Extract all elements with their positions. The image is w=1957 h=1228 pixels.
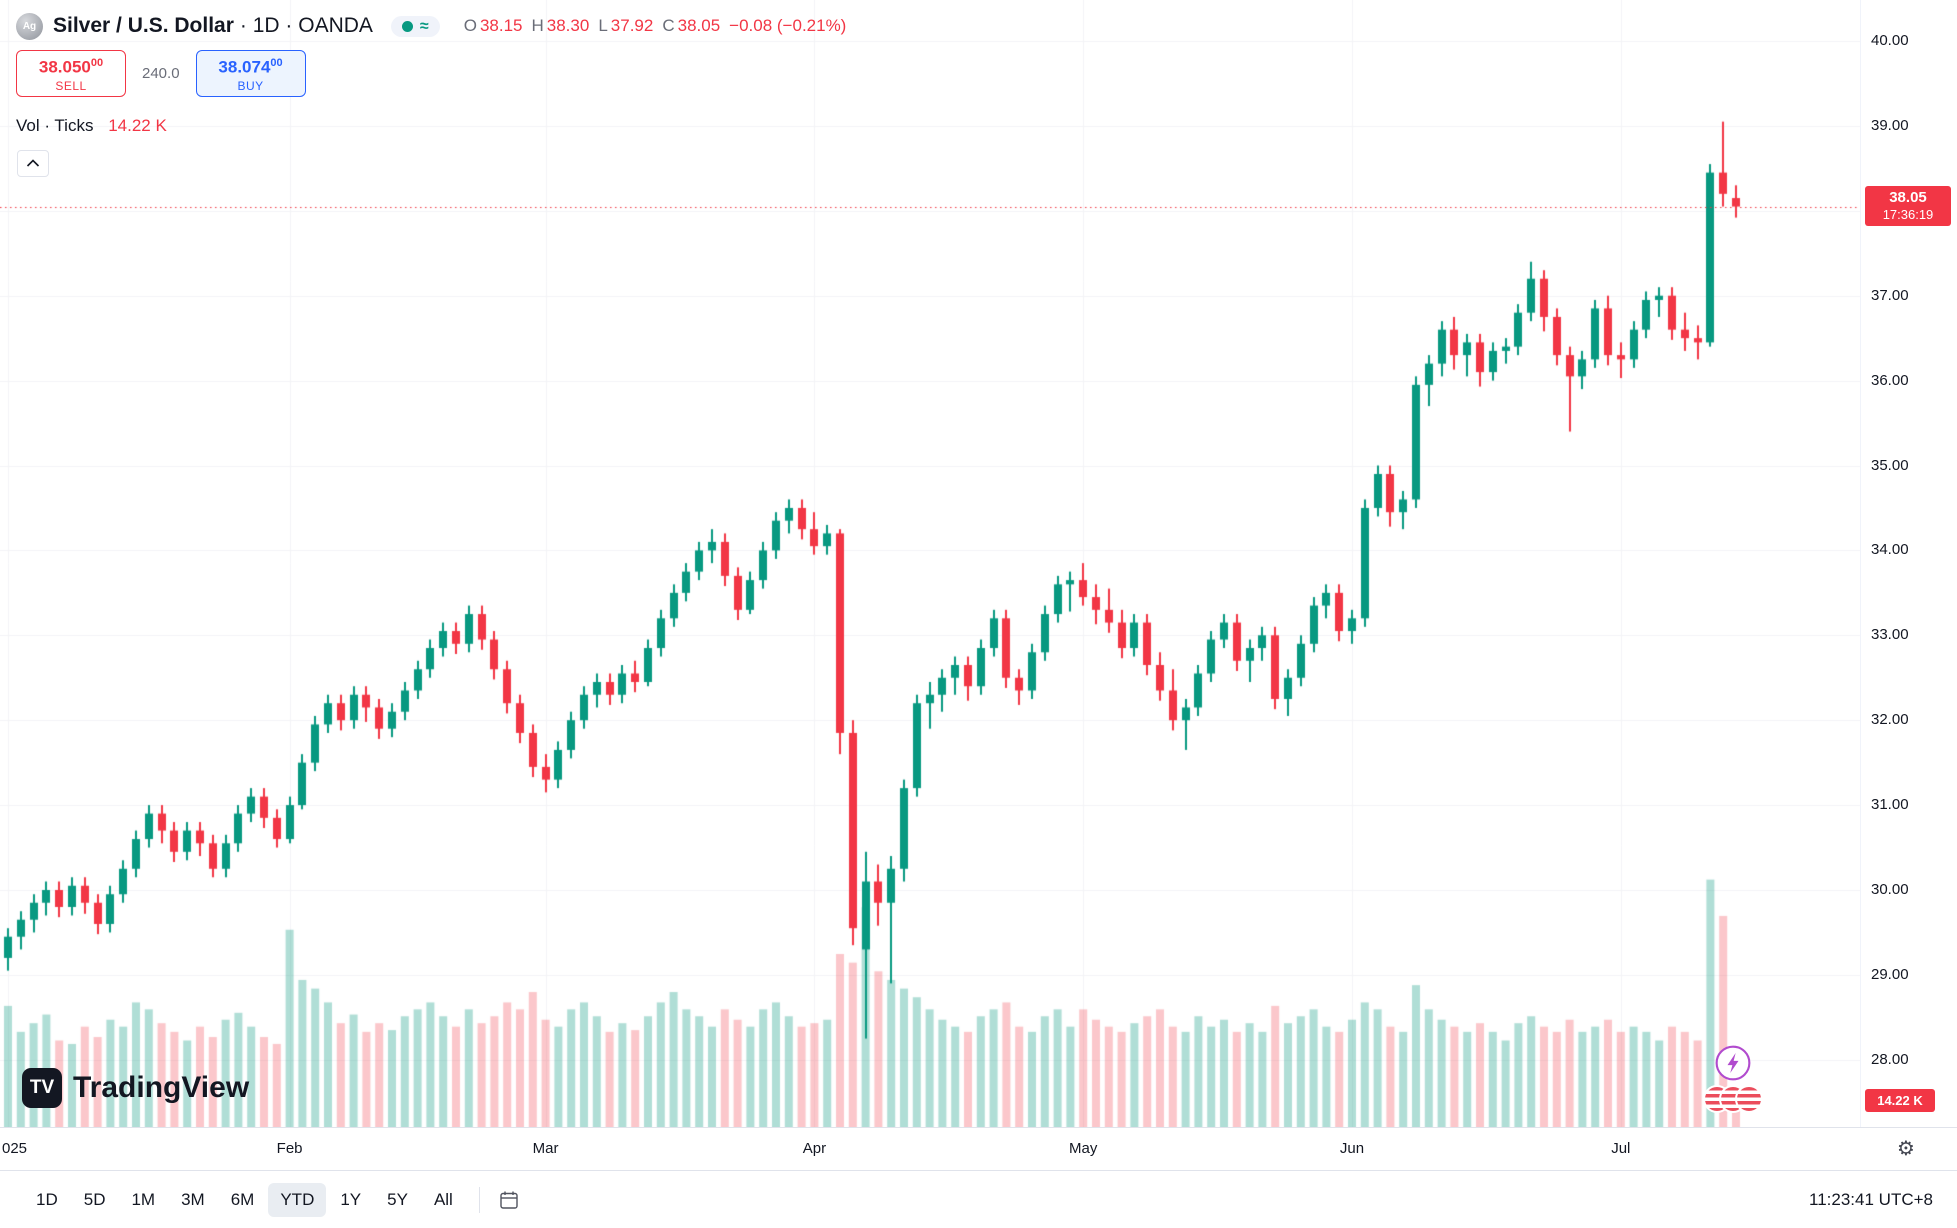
time-axis-label: May <box>1069 1140 1098 1157</box>
symbol-meta: · 1D · OANDA <box>239 14 373 37</box>
price-axis[interactable]: 38.05 17:36:19 14.22 K 40.00 39.00 37.00 36… <box>1860 0 1957 1127</box>
price-axis-label: 40.00 <box>1871 32 1909 49</box>
session-clock[interactable]: 11:23:41 UTC+8 <box>1809 1189 1933 1209</box>
time-axis-label: Jun <box>1339 1140 1365 1157</box>
tradingview-logo-text: TradingView <box>73 1071 250 1104</box>
tradingview-watermark: TV TradingView <box>22 1068 249 1108</box>
price-axis-label: 37.00 <box>1871 286 1909 304</box>
range-button-ytd[interactable]: YTD <box>268 1182 327 1217</box>
toolbar-divider <box>478 1186 480 1213</box>
price-axis-label: 33.00 <box>1871 626 1909 644</box>
low-value: 37.92 <box>610 16 654 35</box>
range-button-1d[interactable]: 1D <box>36 1189 58 1209</box>
range-button-6m[interactable]: 6M <box>230 1189 255 1209</box>
bottom-toolbar: 1D 5D 1M 3M 6M YTD 1Y 5Y All 11:23:41 UT… <box>0 1170 1957 1228</box>
buy-button[interactable]: 38.07400 BUY <box>195 50 306 97</box>
delayed-data-icon: ≈ <box>419 17 429 35</box>
flag-icon <box>1735 1085 1763 1113</box>
tradingview-logo-icon: TV <box>22 1068 62 1108</box>
price-axis-label: 28.00 <box>1871 1050 1909 1068</box>
range-button-5y[interactable]: 5Y <box>387 1189 408 1209</box>
range-button-3m[interactable]: 3M <box>181 1189 205 1209</box>
sell-button[interactable]: 38.05000 SELL <box>16 50 126 97</box>
volume-badge: 14.22 K <box>1865 1089 1935 1113</box>
volume-indicator-legend[interactable]: Vol · Ticks 14.22 K <box>16 116 167 136</box>
usa-flag-stack-icon[interactable] <box>1703 1085 1763 1113</box>
high-label: H <box>531 16 544 35</box>
low-label: L <box>598 16 608 35</box>
chevron-up-icon <box>26 159 40 167</box>
social-widgets <box>1703 1044 1763 1113</box>
range-button-1m[interactable]: 1M <box>131 1189 156 1209</box>
price-axis-label: 35.00 <box>1871 456 1909 474</box>
collapse-pane-button[interactable] <box>17 150 49 177</box>
change-value: −0.08 (−0.21%) <box>729 16 847 35</box>
open-label: O <box>463 16 477 35</box>
spread-value: 240.0 <box>142 65 180 82</box>
indicator-value: 14.22 K <box>108 116 167 135</box>
lightning-boost-icon[interactable] <box>1714 1044 1752 1082</box>
buy-price: 38.07400 <box>218 57 283 77</box>
price-axis-label: 34.00 <box>1871 541 1909 559</box>
settings-gear-icon[interactable]: ⚙ <box>1897 1136 1915 1160</box>
last-price-badge: 38.05 17:36:19 <box>1865 185 1951 226</box>
time-axis[interactable]: ⚙ 025 Feb Mar Apr May Jun Jul <box>0 1127 1957 1170</box>
close-value: 38.05 <box>677 16 721 35</box>
buy-label: BUY <box>237 78 264 93</box>
close-label: C <box>662 16 675 35</box>
market-open-dot-icon <box>401 20 413 32</box>
price-axis-label: 31.00 <box>1871 796 1909 814</box>
calendar-icon <box>500 1191 518 1209</box>
ohlc-readout: O 38.15 H 38.30 L 37.92 C 38.05 −0.08 (−0.21%) <box>464 16 847 36</box>
time-axis-label: Feb <box>276 1140 303 1157</box>
price-axis-label: 30.00 <box>1871 881 1909 898</box>
range-button-1y[interactable]: 1Y <box>340 1189 362 1209</box>
symbol-name: Silver / U.S. Dollar <box>53 14 234 37</box>
price-axis-label: 36.00 <box>1871 371 1909 389</box>
open-value: 38.15 <box>479 16 523 35</box>
time-axis-label: Mar <box>532 1140 559 1157</box>
price-axis-label: 39.00 <box>1871 116 1909 134</box>
candlestick-chart-canvas[interactable] <box>0 0 1860 1127</box>
symbol-title[interactable]: Silver / U.S. Dollar · 1D · OANDA <box>53 14 373 38</box>
trade-panel: 38.05000 SELL 240.0 38.07400 BUY <box>16 50 306 97</box>
indicator-name: Vol · Ticks <box>16 116 94 135</box>
sell-price: 38.05000 <box>38 57 104 77</box>
countdown-timer: 17:36:19 <box>1882 206 1934 222</box>
time-axis-label: Apr <box>802 1140 827 1157</box>
instrument-logo-icon[interactable]: Ag <box>16 12 43 40</box>
price-axis-label: 29.00 <box>1871 965 1909 983</box>
go-to-date-button[interactable] <box>492 1185 526 1215</box>
sell-label: SELL <box>55 78 87 93</box>
range-button-all[interactable]: All <box>433 1189 453 1209</box>
price-axis-label: 32.00 <box>1871 711 1909 729</box>
range-button-5d[interactable]: 5D <box>83 1189 106 1209</box>
last-price-value: 38.05 <box>1889 188 1927 206</box>
time-axis-label: 025 <box>2 1140 28 1157</box>
market-status-pill[interactable]: ≈ <box>390 15 440 37</box>
time-axis-label: Jul <box>1611 1140 1631 1157</box>
high-value: 38.30 <box>546 16 590 35</box>
